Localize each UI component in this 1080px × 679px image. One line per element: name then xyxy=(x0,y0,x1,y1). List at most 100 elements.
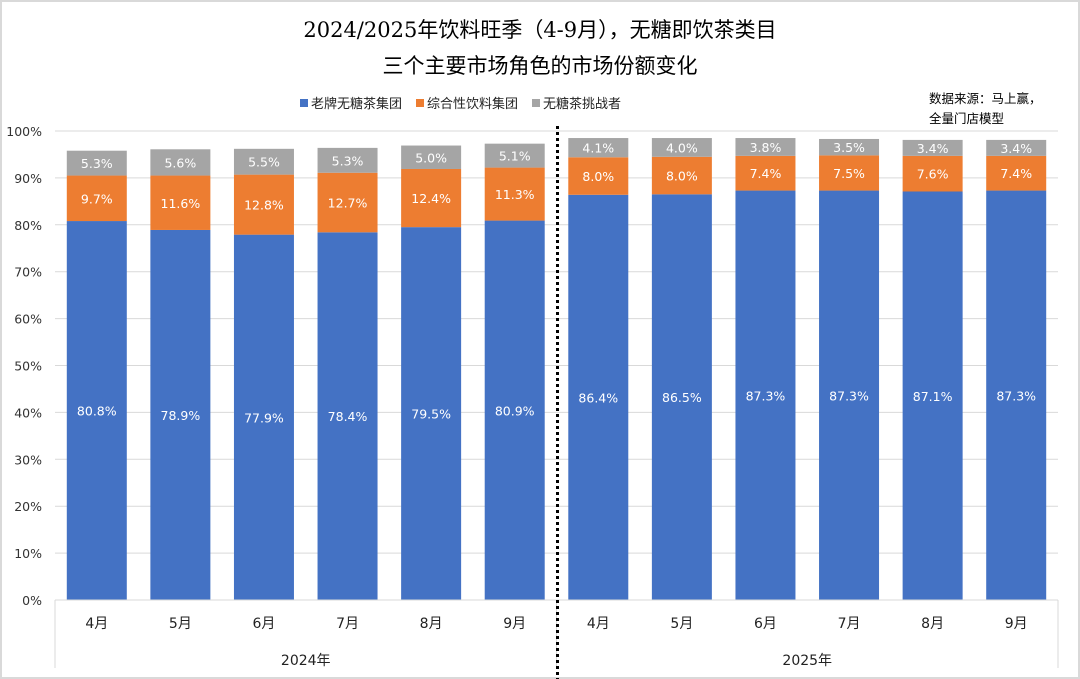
y-tick-label: 90% xyxy=(14,171,42,186)
data-label: 80.8% xyxy=(77,404,117,419)
y-tick-label: 80% xyxy=(14,218,42,233)
data-label: 78.9% xyxy=(161,408,201,423)
data-label: 4.1% xyxy=(582,141,614,156)
x-tick-label: 4月 xyxy=(85,616,108,632)
legend-swatch xyxy=(532,98,541,107)
data-source-note: 数据来源：马上赢， 全量门店模型 xyxy=(929,89,1042,129)
bar-segment xyxy=(484,143,545,168)
group-label: 2024年 xyxy=(281,653,331,669)
data-label: 87.3% xyxy=(829,388,869,403)
data-label: 3.8% xyxy=(750,140,782,155)
data-label: 8.0% xyxy=(666,169,698,184)
y-tick-label: 100% xyxy=(6,124,42,139)
x-tick-label: 5月 xyxy=(670,616,693,632)
data-label: 79.5% xyxy=(411,407,451,422)
data-label: 3.4% xyxy=(917,141,949,156)
bar-segment xyxy=(150,229,211,601)
bar-segment xyxy=(568,138,629,158)
legend-item: 综合性饮料集团 xyxy=(416,93,518,112)
data-label: 12.7% xyxy=(328,196,368,211)
bar-segment xyxy=(986,155,1047,191)
bar-segment xyxy=(401,168,462,228)
bar-segment xyxy=(66,150,127,176)
bar-segment xyxy=(651,156,712,195)
y-tick-label: 40% xyxy=(14,405,42,420)
data-label: 5.6% xyxy=(164,155,196,170)
x-tick-label: 7月 xyxy=(336,616,359,632)
source-line: 数据来源：马上赢， xyxy=(929,91,1042,106)
source-line: 全量门店模型 xyxy=(929,111,1005,126)
bar-segment xyxy=(401,227,462,600)
bar-segment xyxy=(484,167,545,221)
data-label: 7.4% xyxy=(750,166,782,181)
bar-segment xyxy=(233,174,294,235)
y-tick-label: 0% xyxy=(22,593,42,608)
data-label: 87.3% xyxy=(996,388,1036,403)
y-tick-label: 50% xyxy=(14,359,42,374)
bar-segment xyxy=(735,138,796,156)
bar-segment xyxy=(66,175,127,222)
bar-segment xyxy=(233,148,294,175)
legend-label: 无糖茶挑战者 xyxy=(543,97,622,112)
x-tick-label: 5月 xyxy=(169,616,192,632)
data-label: 12.8% xyxy=(244,198,284,213)
data-label: 86.5% xyxy=(662,390,702,405)
bar-segment xyxy=(568,194,629,600)
legend: 老牌无糖茶集团 综合性饮料集团 无糖茶挑战者 xyxy=(300,93,621,112)
data-label: 9.7% xyxy=(81,191,113,206)
bar-segment xyxy=(484,220,545,601)
data-label: 77.9% xyxy=(244,410,284,425)
data-label: 4.0% xyxy=(666,140,698,155)
x-tick-label: 6月 xyxy=(252,616,275,632)
data-label: 5.3% xyxy=(332,153,364,168)
data-label: 7.5% xyxy=(833,166,865,181)
bar-segment xyxy=(902,191,963,600)
bar-segment xyxy=(150,175,211,230)
data-label: 3.4% xyxy=(1000,141,1032,156)
x-tick-label: 7月 xyxy=(838,616,861,632)
data-label: 5.5% xyxy=(248,155,280,170)
bar-segment xyxy=(902,155,963,192)
legend-swatch xyxy=(416,98,425,107)
data-label: 3.5% xyxy=(833,140,865,155)
group-label: 2025年 xyxy=(782,653,832,669)
bar-segment xyxy=(317,147,378,173)
y-tick-label: 20% xyxy=(14,499,42,514)
x-tick-label: 4月 xyxy=(587,616,610,632)
bar-segment xyxy=(819,138,880,156)
bar-segment xyxy=(66,221,127,600)
bar-segment xyxy=(819,190,880,601)
x-tick-label: 9月 xyxy=(1005,616,1028,632)
bar-segment xyxy=(735,155,796,191)
data-label: 80.9% xyxy=(495,403,535,418)
bar-segment xyxy=(651,138,712,157)
legend-item: 无糖茶挑战者 xyxy=(532,93,621,112)
data-label: 87.3% xyxy=(746,388,786,403)
bar-segment xyxy=(986,139,1047,156)
bar-segment xyxy=(401,145,462,169)
bar-segment xyxy=(150,149,211,176)
x-tick-label: 8月 xyxy=(420,616,443,632)
chart-subtitle: 三个主要市场角色的市场份额变化 xyxy=(382,54,698,78)
data-label: 5.1% xyxy=(499,149,531,164)
bar-segment xyxy=(317,232,378,600)
bar-segment xyxy=(819,155,880,191)
legend-label: 老牌无糖茶集团 xyxy=(311,97,403,112)
y-tick-label: 30% xyxy=(14,452,42,467)
chart-title: 2024/2025年饮料旺季（4-9月），无糖即饮茶类目 xyxy=(303,18,777,42)
data-label: 8.0% xyxy=(582,169,614,184)
data-label: 11.3% xyxy=(495,187,535,202)
legend-label: 综合性饮料集团 xyxy=(427,97,519,112)
legend-swatch xyxy=(300,98,308,107)
legend-item: 老牌无糖茶集团 xyxy=(300,93,402,112)
data-label: 87.1% xyxy=(913,389,953,404)
data-label: 7.6% xyxy=(917,167,949,182)
bar-segment xyxy=(233,234,294,601)
y-tick-label: 60% xyxy=(14,312,42,327)
data-label: 78.4% xyxy=(328,409,368,424)
data-label: 7.4% xyxy=(1000,166,1032,181)
x-tick-label: 9月 xyxy=(503,616,526,632)
bar-segment xyxy=(317,172,378,233)
